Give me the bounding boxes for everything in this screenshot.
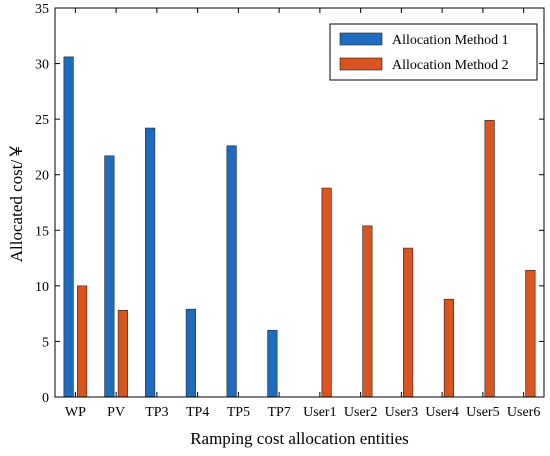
x-tick-label-tp5: TP5 (227, 405, 250, 420)
y-tick-label: 20 (35, 169, 49, 184)
axes-frame (54, 7, 545, 398)
bar-user3-series-2 (403, 247, 414, 398)
legend-swatch-2 (339, 57, 383, 71)
bar-pv-series-2 (117, 310, 128, 398)
axes: 0 5 10 15 20 25 30 35 WP PV TP3 TP4 TP5 TP7 User1 User2… (35, 2, 545, 420)
bar-user1-series-2 (321, 187, 332, 398)
bar-tp7-series-1 (267, 330, 278, 398)
x-tick-label-user4: User4 (425, 405, 458, 420)
legend: Allocation Method 1 Allocation Method 2 (329, 23, 538, 81)
bar-user2-series-2 (362, 225, 373, 398)
x-axis-label: Ramping cost allocation entities (190, 429, 409, 448)
y-tick-label: 25 (35, 113, 49, 128)
x-tick-label-tp7: TP7 (267, 405, 290, 420)
bar-wp-series-1 (63, 56, 74, 398)
y-axis-label: Allocated cost/￥ (7, 143, 26, 262)
bar-pv-series-1 (104, 155, 115, 398)
y-tick-label: 30 (35, 58, 49, 73)
bar-wp-series-2 (77, 285, 88, 398)
x-tick-label-user6: User6 (507, 405, 540, 420)
y-tick-label: 35 (35, 2, 49, 17)
y-tick-label: 5 (42, 335, 49, 350)
x-tick-label-wp: WP (65, 405, 86, 420)
y-tick-label: 15 (35, 224, 49, 239)
legend-swatch-1 (339, 32, 383, 46)
x-tick-label-tp4: TP4 (186, 405, 209, 420)
x-tick-label-user1: User1 (303, 405, 336, 420)
bar-user6-series-2 (525, 269, 536, 398)
legend-label-2: Allocation Method 2 (392, 58, 509, 73)
y-tick-label: 0 (42, 391, 49, 406)
y-tick-label: 10 (35, 280, 49, 295)
x-tick-label-user5: User5 (466, 405, 499, 420)
legend-label-1: Allocation Method 1 (392, 33, 509, 48)
x-tick-label-tp3: TP3 (145, 405, 168, 420)
bar-user4-series-2 (443, 298, 454, 398)
bar-tp4-series-1 (185, 308, 196, 398)
x-tick-label-pv: PV (107, 405, 125, 420)
x-tick-label-user3: User3 (385, 405, 418, 420)
bar-tp5-series-1 (226, 145, 237, 398)
bar-user5-series-2 (484, 119, 495, 398)
x-tick-label-user2: User2 (344, 405, 377, 420)
bar-tp3-series-1 (145, 127, 156, 398)
